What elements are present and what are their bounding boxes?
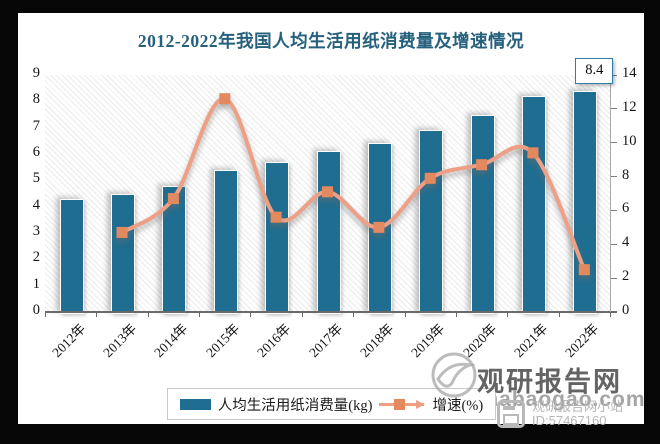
right-axis-tick (610, 243, 617, 245)
line-marker (116, 226, 128, 238)
right-axis-tick (610, 142, 617, 144)
growth-line (116, 93, 590, 276)
watermark-badge-name: 观研报告网小站 (532, 399, 624, 414)
right-axis-tick-label: 12 (622, 98, 637, 115)
watermark-badge-text: 观研报告网小站 ID:57467160 (532, 400, 623, 428)
right-axis-tick (610, 209, 617, 211)
bar (419, 130, 444, 314)
line-marker (270, 211, 282, 223)
left-axis-tick-label: 0 (32, 302, 40, 318)
line-marker (219, 93, 231, 105)
x-axis-tick (404, 312, 406, 317)
line-marker (527, 147, 539, 159)
x-axis-line (45, 311, 617, 313)
x-axis-tick (507, 312, 509, 317)
x-axis-tick (96, 312, 98, 317)
bar (573, 90, 598, 314)
x-axis-tick (147, 312, 149, 317)
left-axis-tick-label: 2 (32, 249, 40, 266)
x-axis-tick (353, 312, 355, 317)
right-axis-tick-label: 0 (622, 302, 630, 318)
right-axis-tick-label: 6 (622, 200, 630, 217)
right-axis-tick (610, 277, 617, 279)
right-axis-tick-label: 4 (622, 234, 630, 251)
right-axis-tick (610, 108, 617, 110)
left-axis-tick-label: 3 (32, 223, 40, 239)
legend-line-label: 增速(%) (432, 397, 484, 414)
watermark-badge-icon (497, 400, 525, 428)
x-axis-tick (558, 312, 560, 317)
legend-line-marker-icon (379, 398, 426, 410)
watermark-domain: chinabaogao.com (452, 388, 646, 411)
legend-bar-label: 人均生活用纸消费量(kg) (217, 397, 373, 414)
data-label-2022: 8.4 (575, 57, 614, 84)
line-marker (476, 159, 488, 171)
left-axis-tick-label: 5 (32, 170, 40, 187)
chart-title: 2012-2022年我国人均生活用纸消费量及增速情况 (137, 31, 525, 51)
watermark-logo-icon (431, 352, 477, 398)
line-marker (167, 193, 179, 205)
right-axis-tick-label: 8 (622, 166, 630, 183)
line-marker (424, 172, 436, 184)
legend-bar-swatch-icon (179, 398, 211, 410)
right-axis-line (610, 75, 611, 312)
right-axis-tick-label: 14 (622, 65, 637, 81)
watermark-badge: 观研报告网小站 ID:57467160 (497, 400, 623, 428)
left-axis-tick-label: 1 (32, 275, 40, 292)
x-axis-tick (301, 312, 303, 317)
bar (521, 96, 546, 314)
bar (470, 114, 495, 314)
x-axis-tick (45, 312, 46, 317)
left-axis-tick-label: 4 (32, 196, 40, 213)
line-marker (322, 186, 333, 198)
x-axis-tick (199, 312, 201, 317)
right-axis-tick (610, 176, 617, 178)
bar (265, 161, 290, 314)
legend: 人均生活用纸消费量(kg) 增速(%) (167, 388, 496, 420)
bar (111, 193, 136, 314)
x-axis-tick (610, 312, 611, 317)
right-axis-tick (610, 74, 617, 76)
bar (316, 151, 341, 314)
bar (59, 198, 84, 314)
left-axis-tick-label: 9 (32, 65, 40, 81)
right-axis-tick-label: 2 (622, 268, 630, 285)
x-axis-tick (455, 312, 457, 317)
bar (213, 169, 238, 314)
x-axis-tick (250, 312, 252, 317)
line-marker (373, 221, 385, 233)
watermark-brand: 观研报告网 (477, 367, 622, 397)
left-axis-tick-label: 6 (32, 144, 40, 160)
line-marker (578, 264, 590, 276)
right-axis-tick-label: 10 (622, 132, 637, 149)
left-axis-tick-label: 7 (32, 117, 40, 134)
left-axis-tick-label: 8 (32, 91, 40, 108)
watermark-badge-id: ID:57467160 (532, 413, 607, 428)
